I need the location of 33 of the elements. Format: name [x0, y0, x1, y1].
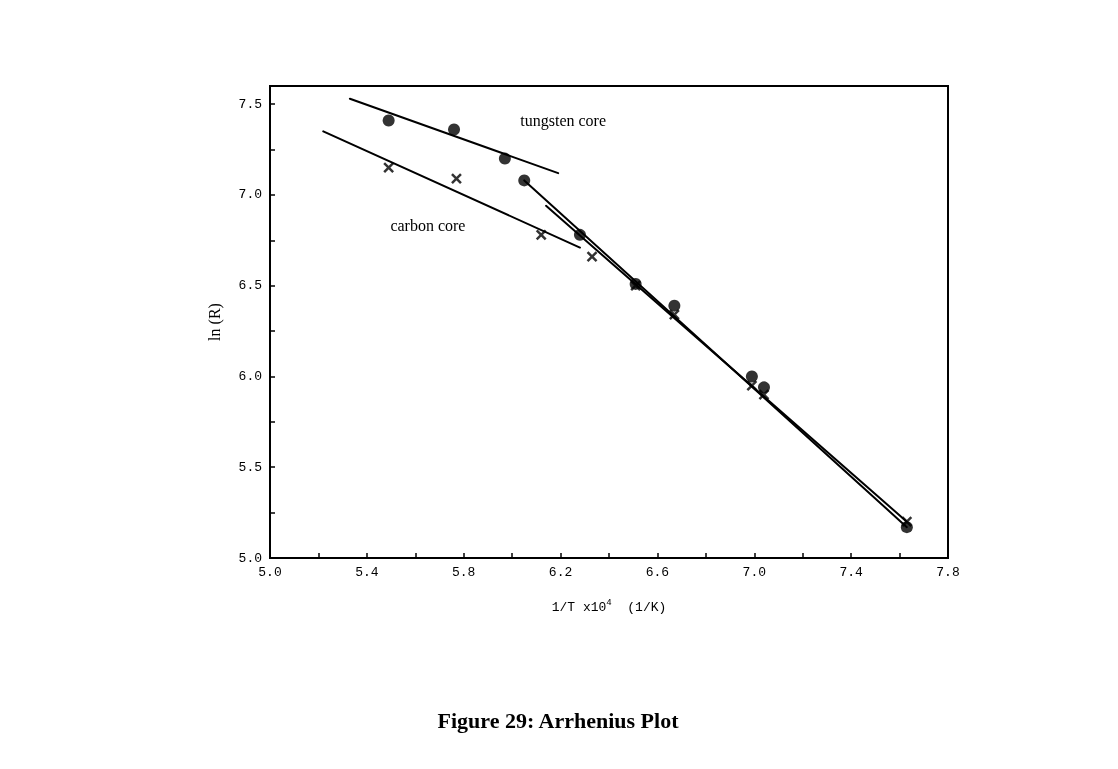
y-tick-label: 7.5: [238, 96, 262, 112]
y-tick-label: 6.5: [238, 278, 262, 294]
point: [518, 174, 531, 187]
point: [758, 388, 770, 401]
x-tick-label: 5.8: [452, 565, 476, 580]
y-tick-label: 7.0: [238, 187, 262, 203]
point: [382, 114, 395, 127]
x-tick-label: 7.4: [839, 565, 864, 580]
point: [573, 228, 586, 241]
point: [382, 161, 395, 174]
series-label: carbon core: [390, 217, 466, 235]
x-tick-label: 7.0: [742, 565, 766, 580]
point: [745, 370, 758, 383]
point: [668, 299, 681, 312]
point: [901, 515, 913, 528]
text: Figure 29: Arrhenius Plot: [437, 707, 680, 733]
point: [498, 152, 511, 165]
point: [746, 379, 758, 392]
point: [586, 250, 598, 263]
x-tick-label: 5.4: [355, 565, 379, 580]
point: [535, 229, 547, 241]
point: [448, 123, 461, 136]
x-tick-label: 6.6: [645, 565, 670, 580]
x-tick-label: 7.8: [936, 565, 960, 580]
point: [668, 308, 681, 321]
x-tick-label: 6.2: [548, 565, 573, 580]
y-axis-title: ln (R): [205, 303, 224, 341]
series-label: tungsten core: [520, 111, 607, 130]
x-tick-label: 5.0: [258, 565, 282, 580]
y-tick-label: 5.5: [238, 459, 262, 475]
y-tick-label: 5.0: [238, 550, 262, 566]
y-tick-label: 6.0: [238, 368, 262, 384]
point: [450, 172, 463, 185]
